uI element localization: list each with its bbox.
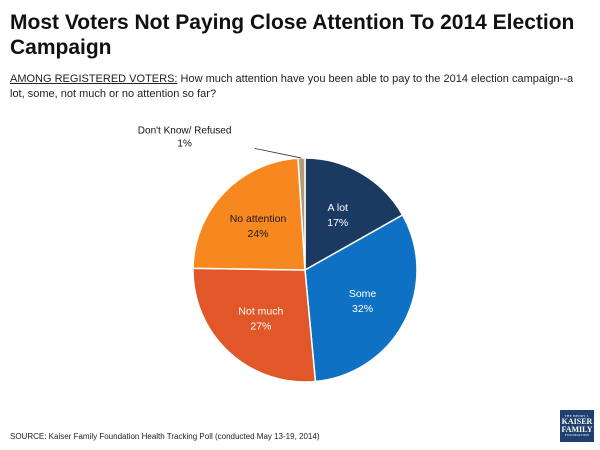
source-note: SOURCE: Kaiser Family Foundation Health … — [10, 432, 320, 441]
slice-label-some: Some — [349, 288, 377, 300]
pie-slice-not-much — [192, 267, 317, 383]
slice-label-don-t-know-refused: Don't Know/ Refused — [138, 125, 232, 136]
slice-label-a-lot: A lot — [328, 202, 349, 214]
pie-slice-don-t-know-refused — [297, 157, 306, 271]
slice-label-no-attention: No attention — [230, 213, 287, 225]
pie-slice-a-lot — [304, 157, 404, 272]
slice-value-some: 32% — [352, 303, 373, 315]
slice-value-not-much: 27% — [250, 321, 271, 333]
subtitle-question: How much attention have you been able to… — [10, 73, 574, 100]
leader-line-don-t-know-refused — [254, 147, 302, 159]
slice-value-no-attention: 24% — [247, 228, 268, 240]
slice-label-not-much: Not much — [238, 306, 283, 318]
slice-value-don-t-know-refused: 1% — [177, 138, 192, 149]
kff-logo: THE HENRY J. KAISER FAMILY FOUNDATION — [560, 410, 594, 442]
chart-subtitle: AMONG REGISTERED VOTERS: How much attent… — [10, 72, 588, 102]
chart-title: Most Voters Not Paying Close Attention T… — [10, 11, 575, 59]
pie-slice-some — [304, 213, 418, 383]
slice-value-a-lot: 17% — [327, 217, 348, 229]
pie-slice-no-attention — [192, 157, 306, 271]
subtitle-lead: AMONG REGISTERED VOTERS: — [10, 73, 178, 85]
